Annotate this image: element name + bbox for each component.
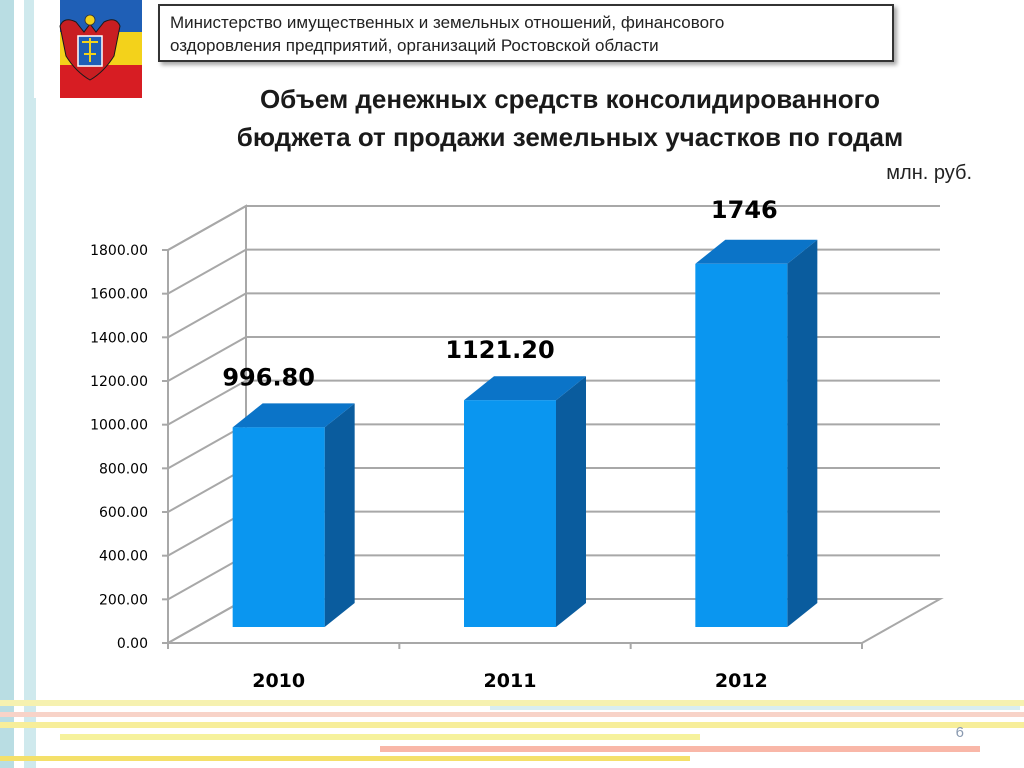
- data-label: 1121.20: [445, 336, 554, 364]
- gridline: [167, 205, 940, 251]
- x-tick-label: 2011: [484, 670, 537, 692]
- y-tick-label: 1200.00: [90, 374, 148, 390]
- gridline: [167, 248, 940, 295]
- ministry-header: Министерство имущественных и земельных о…: [158, 4, 894, 62]
- ministry-line-2: оздоровления предприятий, организаций Ро…: [170, 36, 659, 55]
- y-tick-label: 600.00: [99, 505, 148, 521]
- ministry-line-1: Министерство имущественных и земельных о…: [170, 13, 725, 32]
- y-tick-label: 1600.00: [90, 287, 148, 303]
- left-decor-stripe-2: [24, 0, 36, 768]
- y-tick-label: 200.00: [99, 592, 148, 608]
- chart-title-line-2: бюджета от продажи земельных участков по…: [236, 122, 904, 152]
- page-number: 6: [955, 724, 964, 741]
- y-tick-label: 1400.00: [90, 330, 148, 346]
- data-label: 996.80: [222, 363, 315, 391]
- x-tick-label: 2010: [252, 670, 305, 692]
- unit-label: млн. руб.: [886, 162, 972, 184]
- bar: [695, 239, 818, 628]
- y-tick-label: 1800.00: [90, 243, 148, 259]
- chart-title-line-1: Объем денежных средств консолидированног…: [259, 84, 881, 114]
- chart-title: Объем денежных средств консолидированног…: [130, 80, 1010, 156]
- y-tick-label: 400.00: [99, 549, 148, 565]
- left-decor-stripe-1: [0, 0, 14, 768]
- rostov-flag-emblem: [34, 0, 146, 98]
- y-tick-label: 800.00: [99, 461, 148, 477]
- gridline: [167, 292, 940, 339]
- y-tick-label: 0.00: [117, 636, 148, 652]
- bar: [464, 376, 586, 627]
- y-tick-label: 1000.00: [90, 418, 148, 434]
- bar: [232, 403, 355, 627]
- x-tick-label: 2012: [715, 670, 768, 692]
- data-label: 1746: [711, 196, 778, 224]
- bottom-decor-stripes: [0, 694, 1024, 768]
